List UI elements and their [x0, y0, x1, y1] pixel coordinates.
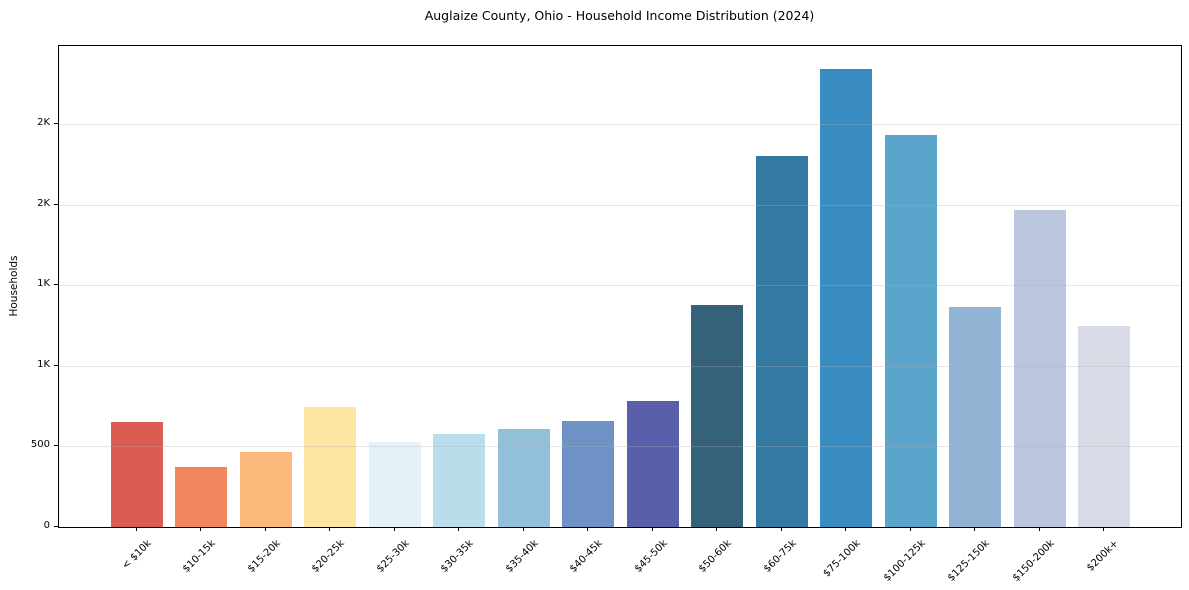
bar — [691, 304, 743, 527]
x-tick-label: $40-45k — [567, 538, 605, 575]
y-tick-label: 2K — [37, 117, 50, 129]
plot-area — [58, 45, 1182, 528]
x-tick-label: $15-20k — [245, 538, 283, 575]
y-tick-label: 2K — [37, 197, 50, 209]
bar — [497, 428, 550, 527]
x-tick-mark — [909, 527, 911, 531]
x-tick-label: $60-75k — [761, 538, 799, 575]
x-tick-mark — [135, 527, 137, 531]
bar — [239, 452, 292, 527]
x-tick-label: $20-25k — [309, 538, 347, 575]
bar — [1013, 210, 1066, 527]
x-tick-mark — [587, 527, 588, 531]
x-tick-label: $200k+ — [1084, 538, 1121, 574]
x-tick-label: $125-150k — [945, 538, 992, 584]
bar — [304, 406, 356, 527]
bar — [949, 307, 1001, 527]
x-tick-label: $10-15k — [180, 538, 218, 575]
x-tick-mark — [1103, 527, 1104, 531]
bar — [175, 467, 227, 527]
bar — [820, 68, 872, 527]
y-tick-mark — [54, 284, 58, 286]
x-tick-mark — [458, 527, 459, 531]
x-tick-label: $45-50k — [632, 538, 670, 575]
bars-layer — [59, 46, 1181, 527]
x-tick-mark — [651, 527, 653, 531]
x-tick-label: $30-35k — [438, 538, 476, 575]
bar — [562, 420, 614, 527]
y-tick-label: 1K — [37, 278, 50, 290]
y-tick-mark — [54, 445, 58, 447]
bar — [755, 156, 808, 527]
y-tick-mark — [54, 123, 58, 125]
x-tick-mark — [393, 527, 395, 531]
x-tick-mark — [974, 527, 975, 531]
x-tick-mark — [264, 527, 266, 531]
y-tick-label: 0 — [43, 520, 50, 531]
bar — [110, 422, 163, 527]
chart-title: Auglaize County, Ohio - Household Income… — [424, 8, 815, 23]
y-tick-label: 500 — [30, 439, 50, 451]
bar — [368, 441, 421, 527]
x-tick-mark — [716, 527, 717, 531]
x-tick-mark — [200, 527, 201, 531]
bar — [626, 401, 679, 527]
x-tick-mark — [845, 527, 846, 531]
x-tick-mark — [329, 527, 330, 531]
y-tick-mark — [54, 203, 58, 205]
x-tick-label: $150-200k — [1010, 538, 1057, 584]
x-tick-label: $25-30k — [374, 538, 412, 575]
x-tick-mark — [780, 527, 782, 531]
y-tick-mark — [54, 364, 58, 366]
x-tick-label: < $10k — [119, 538, 154, 572]
x-tick-label: $100-125k — [881, 538, 928, 584]
bar — [884, 134, 937, 527]
x-tick-label: $50-60k — [696, 538, 734, 575]
x-tick-mark — [522, 527, 524, 531]
x-tick-mark — [1038, 527, 1040, 531]
x-tick-label: $75-100k — [821, 538, 863, 580]
bar — [1078, 326, 1130, 527]
y-tick-mark — [54, 526, 58, 527]
y-tick-label: 1K — [37, 358, 50, 370]
x-tick-label: $35-40k — [503, 538, 541, 575]
bar — [433, 433, 485, 527]
